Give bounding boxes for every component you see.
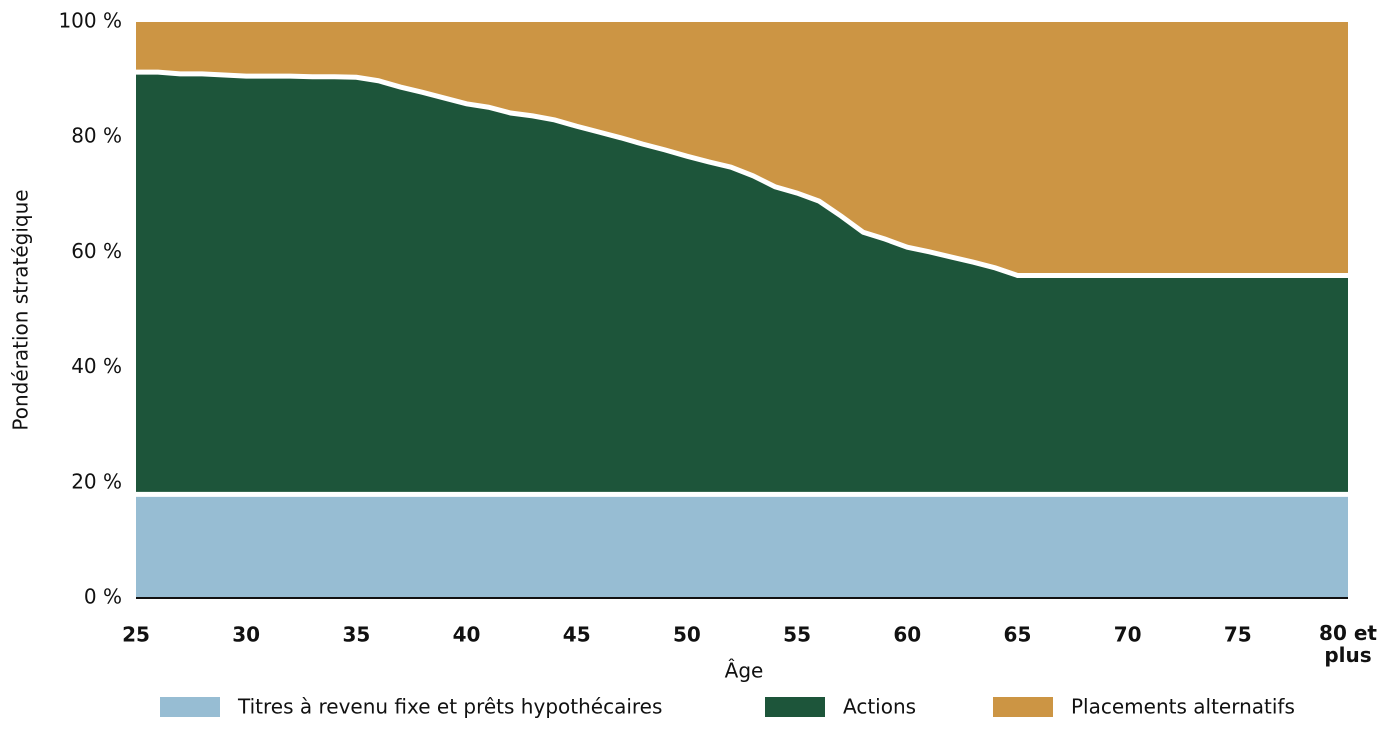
legend-label: Titres à revenu fixe et prêts hypothécai…	[237, 695, 662, 719]
legend-swatch	[765, 697, 825, 717]
y-tick-label: 80 %	[71, 124, 122, 148]
x-axis-label: Âge	[725, 659, 764, 683]
legend-label: Placements alternatifs	[1071, 695, 1295, 719]
x-tick-label: 45	[563, 623, 591, 647]
y-tick-label: 0 %	[84, 585, 122, 609]
x-tick-label: 60	[893, 623, 921, 647]
y-axis-label: Pondération stratégique	[9, 189, 33, 430]
x-tick-label: 70	[1114, 623, 1142, 647]
x-tick-label: 35	[342, 623, 370, 647]
x-tick-label: 30	[232, 623, 260, 647]
x-tick-label: 55	[783, 623, 811, 647]
legend-swatch	[993, 697, 1053, 717]
x-tick-label: 65	[1004, 623, 1032, 647]
legend-label: Actions	[843, 695, 916, 719]
x-tick-label: 40	[453, 623, 481, 647]
x-tick-label: 50	[673, 623, 701, 647]
legend-swatch	[160, 697, 220, 717]
x-tick-label: 75	[1224, 623, 1252, 647]
y-tick-label: 40 %	[71, 354, 122, 378]
area	[136, 22, 1348, 276]
separator	[136, 69, 1348, 278]
y-tick-label: 60 %	[71, 239, 122, 263]
area	[136, 72, 1348, 495]
y-tick-label: 100 %	[58, 9, 122, 33]
x-tick-label: 25	[122, 623, 150, 647]
x-tick-label: 80 et plus	[1319, 621, 1377, 667]
y-tick-label: 20 %	[71, 469, 122, 493]
area	[136, 494, 1348, 598]
